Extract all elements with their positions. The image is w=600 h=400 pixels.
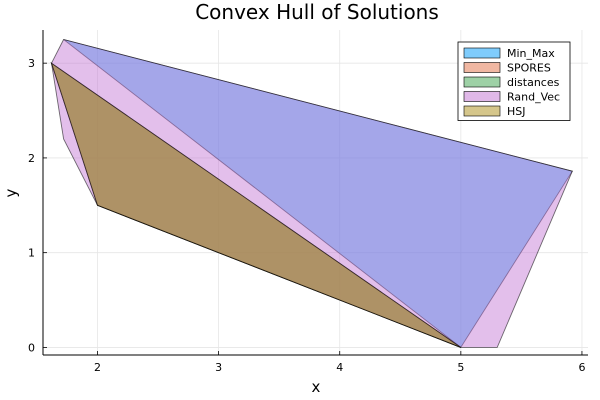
legend-swatch	[463, 76, 501, 88]
tick-labels: 2 3 4 5 6 0 1 2 3	[28, 57, 585, 374]
x-axis-label: x	[312, 378, 321, 396]
x-tick-label: 6	[578, 361, 585, 374]
chart-title: Convex Hull of Solutions	[195, 0, 439, 24]
legend-label: Min_Max	[507, 47, 555, 60]
legend-swatch	[463, 91, 501, 102]
legend-swatch	[463, 62, 501, 73]
axes	[42, 30, 588, 356]
x-tick-label: 4	[336, 361, 343, 374]
legend-label: SPORES	[507, 62, 551, 75]
y-tick-label: 2	[28, 152, 35, 165]
x-tick-label: 5	[457, 361, 464, 374]
y-axis-label: y	[2, 188, 20, 197]
y-tick-label: 0	[28, 341, 35, 354]
x-tick-label: 2	[94, 361, 101, 374]
hull-polygons	[50, 38, 574, 349]
hull-hsj	[50, 62, 462, 348]
legend-swatch	[463, 47, 501, 59]
y-tick-label: 3	[28, 57, 35, 70]
legend-label: Rand_Vec	[507, 91, 560, 104]
x-tick-label: 3	[215, 361, 222, 374]
y-tick-label: 1	[28, 247, 35, 260]
legend-label: distances	[507, 76, 560, 89]
legend-label: HSJ	[507, 105, 526, 118]
legend-swatch	[463, 105, 501, 117]
